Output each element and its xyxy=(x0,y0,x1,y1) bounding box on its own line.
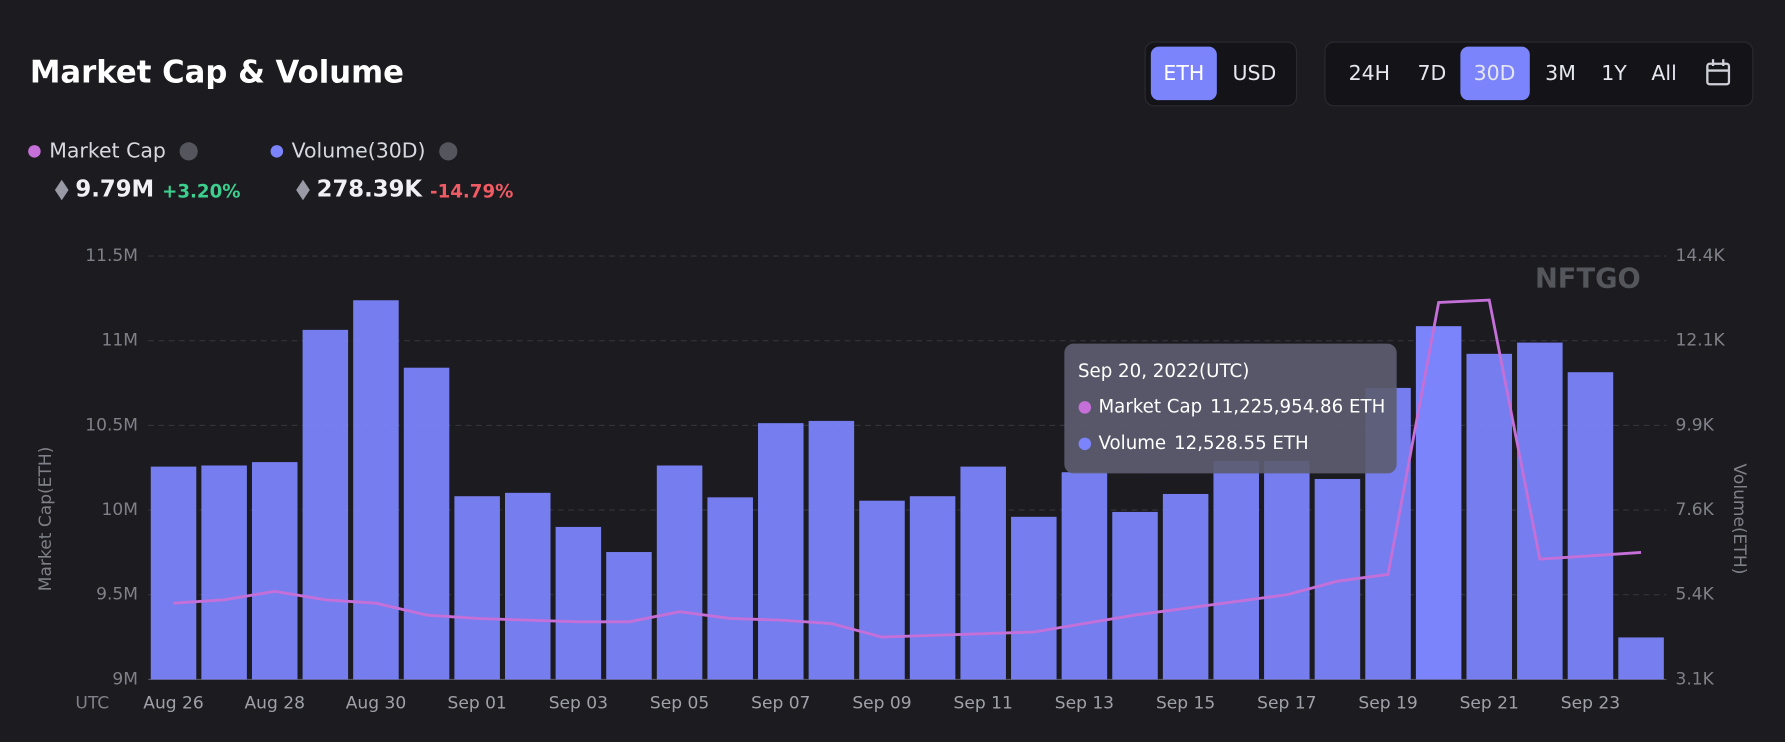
y2-tick-label: 9.9K xyxy=(1675,415,1714,435)
range-button[interactable]: 3M xyxy=(1545,61,1576,85)
y2-tick-label: 5.4K xyxy=(1675,585,1714,605)
calendar-icon[interactable] xyxy=(1706,59,1731,86)
x-tick-label: Aug 28 xyxy=(245,693,305,713)
bar[interactable] xyxy=(1264,460,1310,680)
watermark: NFTGO xyxy=(1535,263,1641,294)
bar[interactable] xyxy=(1061,472,1108,680)
tooltip-date: Sep 20, 2022(UTC) xyxy=(1078,361,1249,382)
bar[interactable] xyxy=(656,465,703,680)
tooltip-dot xyxy=(1078,401,1092,414)
tooltip-value: 12,528.55 ETH xyxy=(1174,433,1309,454)
y-tick-label: 11.5M xyxy=(85,246,138,266)
range-button[interactable]: All xyxy=(1651,61,1676,85)
y2-tick-label: 3.1K xyxy=(1675,669,1714,689)
info-icon xyxy=(439,142,458,161)
y-tick-label: 9M xyxy=(112,669,138,689)
x-tick-label: Sep 19 xyxy=(1358,693,1417,713)
range-button-active xyxy=(1460,46,1530,101)
x-tick-label: Sep 01 xyxy=(448,693,507,713)
bar[interactable] xyxy=(353,300,399,680)
tooltip-label: Volume xyxy=(1098,433,1166,454)
y2-axis-label: Volume(ETH) xyxy=(1729,464,1749,575)
y-axis-label: Market Cap(ETH) xyxy=(36,447,56,592)
tooltip xyxy=(1064,343,1397,474)
x-tick-label: Sep 23 xyxy=(1561,693,1620,713)
bar[interactable] xyxy=(1517,342,1563,680)
y-tick-label: 10.5M xyxy=(85,415,138,435)
bar[interactable] xyxy=(1011,516,1057,680)
x-tick-label: Sep 09 xyxy=(852,693,911,713)
range-button[interactable]: 1Y xyxy=(1601,61,1627,85)
currency-button[interactable]: ETH xyxy=(1163,61,1204,85)
stat-change: +3.20% xyxy=(162,181,240,202)
x-tick-label: Sep 21 xyxy=(1460,693,1519,713)
legend-label[interactable]: Market Cap xyxy=(49,138,166,162)
bar[interactable] xyxy=(1213,460,1259,680)
bar[interactable] xyxy=(504,492,551,680)
bar[interactable] xyxy=(1567,372,1614,680)
tooltip-value: 11,225,954.86 ETH xyxy=(1210,396,1385,417)
legend-dot xyxy=(28,145,41,158)
x-tick-label: Sep 07 xyxy=(751,693,810,713)
legend-label[interactable]: Volume(30D) xyxy=(292,138,426,162)
y2-tick-label: 7.6K xyxy=(1675,500,1714,520)
bar[interactable] xyxy=(1618,637,1664,680)
bar[interactable] xyxy=(909,496,956,680)
x-tick-label: Sep 05 xyxy=(650,693,709,713)
tooltip-label: Market Cap xyxy=(1098,396,1202,417)
x-tick-label: Sep 11 xyxy=(954,693,1013,713)
eth-icon xyxy=(296,179,310,201)
stat-change: -14.79% xyxy=(430,181,513,202)
line xyxy=(173,298,1642,639)
info-icon xyxy=(179,142,198,161)
range-toggle xyxy=(1324,41,1754,107)
stat-value: 9.79M xyxy=(75,177,154,203)
bar[interactable] xyxy=(1415,326,1462,680)
bar[interactable] xyxy=(1466,353,1513,680)
chart-title: Market Cap & Volume xyxy=(30,54,404,90)
bar[interactable] xyxy=(960,466,1006,680)
x-tick-label: Sep 17 xyxy=(1257,693,1316,713)
currency-button[interactable]: USD xyxy=(1233,61,1277,85)
x-tick-label: Sep 15 xyxy=(1156,693,1215,713)
bar[interactable] xyxy=(150,466,197,680)
y-tick-label: 9.5M xyxy=(96,585,138,605)
x-tick-label: Aug 30 xyxy=(346,693,406,713)
tooltip-dot xyxy=(1078,437,1092,451)
x-tick-label: Sep 13 xyxy=(1055,693,1114,713)
range-button[interactable]: 30D xyxy=(1474,61,1516,85)
range-button[interactable]: 24H xyxy=(1349,61,1390,85)
bar[interactable] xyxy=(859,500,905,680)
bar[interactable] xyxy=(302,329,349,680)
bar[interactable] xyxy=(707,497,753,680)
y2-tick-label: 12.1K xyxy=(1675,331,1725,351)
bar[interactable] xyxy=(808,420,855,680)
bar[interactable] xyxy=(1112,511,1158,680)
legend-dot xyxy=(270,145,284,158)
stat-value: 278.39K xyxy=(317,177,424,203)
bar[interactable] xyxy=(555,526,602,680)
bar[interactable] xyxy=(201,465,247,680)
bar[interactable] xyxy=(251,462,298,680)
bar[interactable] xyxy=(758,423,804,680)
y-tick-label: 11M xyxy=(102,331,138,351)
x-tick-label: Aug 26 xyxy=(143,693,203,713)
y-tick-label: 10M xyxy=(102,500,138,520)
y2-tick-label: 14.4K xyxy=(1675,246,1725,266)
currency-button-active xyxy=(1150,46,1217,101)
bar[interactable] xyxy=(606,552,652,680)
x-axis-label: UTC xyxy=(75,693,109,713)
bar[interactable] xyxy=(1162,493,1209,680)
x-tick-label: Sep 03 xyxy=(549,693,608,713)
bar[interactable] xyxy=(403,367,450,680)
range-button[interactable]: 7D xyxy=(1418,61,1447,85)
bar[interactable] xyxy=(454,496,500,680)
